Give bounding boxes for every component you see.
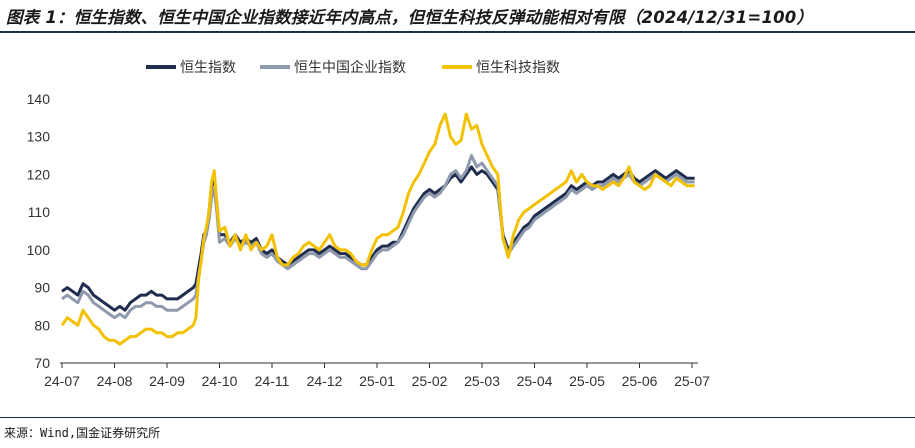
y-tick-label: 70 (34, 355, 50, 371)
x-axis: 24-07 24-08 24-09 24-10 24-11 24-12 25-01 25-02… (44, 362, 710, 389)
line-chart: 恒生指数 恒生中国企业指数 恒生科技指数 70 80 90 100 110 120 130 140… (27, 59, 710, 389)
chart-title: 图表 1：恒生指数、恒生中国企业指数接近年内高点，但恒生科技反弹动能相对有限（2… (6, 8, 814, 27)
x-tick-label: 25-03 (464, 373, 500, 389)
x-tick-label: 24-11 (255, 373, 290, 389)
footer-divider (0, 417, 915, 418)
y-tick-label: 100 (27, 242, 51, 258)
x-tick-label: 24-10 (202, 373, 238, 389)
x-tick-label: 24-07 (44, 373, 80, 389)
x-tick-label: 25-05 (569, 373, 605, 389)
x-tick-label: 24-09 (149, 373, 185, 389)
series-line-1 (61, 154, 695, 320)
x-tick-label: 25-06 (622, 373, 658, 389)
legend-label-2: 恒生科技指数 (476, 60, 560, 76)
source-note: 来源：Wind,国金证券研究所 (4, 426, 161, 440)
x-tick-label: 24-08 (97, 373, 133, 389)
x-tick-label: 24-12 (307, 373, 343, 389)
x-tick-label: 25-01 (359, 373, 395, 389)
legend-label-0: 恒生指数 (180, 60, 236, 76)
legend: 恒生指数 恒生中国企业指数 恒生科技指数 (146, 59, 560, 76)
title-divider (0, 31, 915, 33)
series-lines (60, 112, 695, 346)
y-tick-label: 110 (28, 204, 51, 220)
y-axis: 70 80 90 100 110 120 130 140 (27, 91, 51, 371)
y-tick-label: 120 (27, 166, 51, 182)
x-tick-label: 25-04 (517, 373, 553, 389)
legend-label-1: 恒生中国企业指数 (294, 59, 406, 76)
y-tick-label: 130 (27, 129, 51, 145)
x-tick-label: 25-07 (674, 373, 710, 389)
x-tick-label: 25-02 (412, 373, 448, 389)
y-tick-label: 140 (27, 91, 51, 107)
y-tick-label: 80 (34, 317, 50, 333)
y-tick-label: 90 (34, 280, 50, 296)
series-line-2 (60, 112, 695, 346)
